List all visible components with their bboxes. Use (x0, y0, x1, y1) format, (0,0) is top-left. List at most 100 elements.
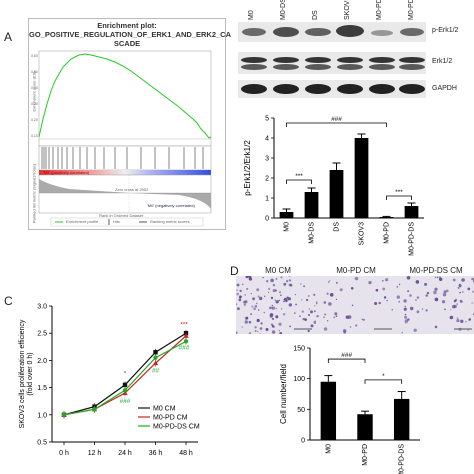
gsea-title-line1: Enrichment plot: (97, 21, 157, 30)
stained-cell (254, 326, 257, 329)
stained-cell (434, 276, 437, 278)
stained-cell (236, 292, 239, 296)
stained-cell (425, 294, 428, 297)
blot-erk (238, 52, 426, 74)
stained-cell (316, 315, 319, 318)
gsea-ylabel-bottom: Ranked list metric (Signal2Noise) (31, 163, 37, 224)
y-tick-label: 2.0 (37, 358, 47, 365)
enrichment-profile-line (38, 53, 212, 139)
x-tick-label: M0-DS (309, 222, 316, 244)
stained-cell (328, 302, 332, 306)
stained-cell (253, 307, 256, 311)
stained-cell (439, 276, 441, 279)
hits-ticks (41, 147, 204, 169)
stained-cell (307, 295, 310, 297)
stained-cell (259, 296, 263, 301)
stained-cell (375, 288, 379, 292)
stained-cell (449, 315, 454, 320)
stained-cell (257, 295, 260, 298)
stained-cell (286, 281, 288, 283)
micrograph-m0-pd (316, 276, 398, 334)
stained-cell (316, 301, 318, 305)
stained-cell (238, 298, 242, 302)
stained-cell (426, 291, 430, 295)
legend-label: M0-PD-DS CM (153, 424, 200, 431)
stained-cell (278, 299, 280, 302)
stained-cell (245, 276, 249, 279)
stained-cell (271, 306, 276, 310)
stained-cell (434, 297, 439, 302)
gsea-pos-label: 'M0' (positively correlated) (43, 170, 90, 175)
bar (379, 217, 394, 218)
x-tick-label: M0-PD-DS (399, 444, 406, 474)
stained-cell (272, 289, 276, 293)
stained-cell (271, 307, 273, 309)
x-tick-label: DS (334, 222, 341, 232)
y-tick-label: 3.0 (37, 304, 47, 311)
micrograph-label-m0-pd-ds: M0-PD-DS CM (409, 266, 463, 275)
stained-cell (280, 294, 282, 296)
stained-cell (282, 313, 286, 316)
y-axis-label: Cell number/field (279, 364, 288, 424)
stained-cell (323, 327, 328, 331)
stained-cell (250, 313, 252, 315)
rank-color-bar (39, 170, 211, 175)
significance-label: ### (331, 116, 342, 123)
stained-cell (324, 313, 327, 316)
stained-cell (382, 287, 386, 291)
stained-cell (243, 300, 246, 304)
stained-cell (279, 291, 281, 294)
x-tick-label: SKOV3 (359, 222, 366, 245)
significance-label: ### (341, 352, 352, 359)
stained-cell (269, 306, 272, 310)
stained-cell (257, 309, 260, 311)
stained-cell (434, 287, 438, 291)
micrograph-label-m0-pd: M0-PD CM (336, 266, 376, 275)
stained-cell (279, 332, 283, 334)
stained-cell (362, 318, 365, 321)
panel-label-c: C (4, 294, 13, 308)
svg-text:0.10: 0.10 (31, 134, 38, 138)
stained-cell (239, 289, 242, 293)
stained-cell (288, 303, 292, 307)
stained-cell (313, 293, 316, 296)
stained-cell (307, 329, 310, 333)
stained-cell (378, 301, 381, 305)
stained-cell (398, 283, 401, 286)
stained-cell (406, 276, 411, 280)
stained-cell (314, 305, 316, 307)
band-label-gapdh: GAPDH (432, 85, 457, 92)
stained-cell (313, 310, 316, 313)
stained-cell (271, 330, 276, 334)
stained-cell (301, 299, 303, 301)
stained-cell (410, 306, 414, 311)
x-tick-label: 12 h (88, 450, 102, 457)
y-tick-label: 1 (265, 196, 269, 203)
stained-cell (263, 311, 265, 314)
stained-cell (396, 286, 399, 288)
stained-cell (391, 309, 393, 311)
stained-cell (268, 287, 271, 290)
svg-text:0.50: 0.50 (31, 70, 38, 74)
stained-cell (425, 309, 428, 312)
x-tick-label: 0 h (59, 450, 69, 457)
stained-cell (248, 320, 252, 324)
stained-cell (288, 279, 292, 282)
stained-cell (239, 295, 242, 298)
x-tick-label: M0-PD (384, 222, 391, 244)
stained-cell (452, 278, 456, 282)
svg-text:0.60: 0.60 (31, 54, 38, 58)
stained-cell (328, 281, 330, 283)
stained-cell (329, 293, 334, 297)
micrograph-m0 (236, 276, 318, 334)
stained-cell (459, 300, 462, 302)
significance-label: ### (120, 398, 131, 405)
stained-cell (459, 291, 461, 294)
y-tick-label: 5 (265, 116, 269, 123)
x-tick-label: M0 (284, 222, 291, 232)
y-tick-label: 1.0 (37, 412, 47, 419)
legend-metric-label: Ranking metric scores (150, 219, 190, 224)
stained-cell (269, 315, 273, 319)
band-label-p-erk: p-Erk1/2 (432, 27, 459, 34)
stained-cell (286, 297, 290, 301)
